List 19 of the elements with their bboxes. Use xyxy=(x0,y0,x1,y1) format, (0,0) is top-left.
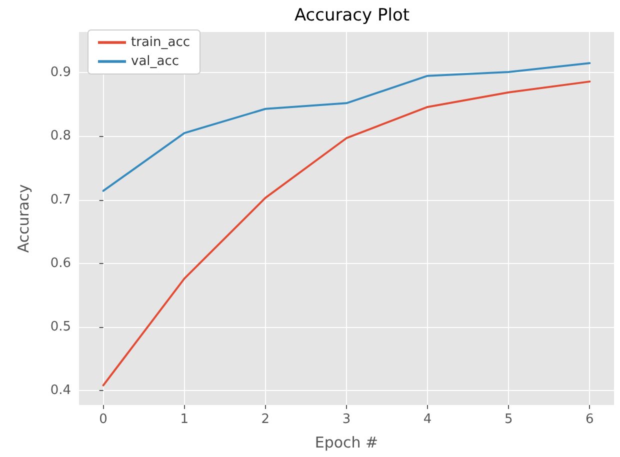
y-tick-label: 0.9 xyxy=(50,65,71,80)
y-tick-label: 0.7 xyxy=(50,192,71,208)
x-tick-label: 3 xyxy=(342,412,351,427)
x-tick-label: 2 xyxy=(261,412,270,427)
legend-label: train_acc xyxy=(131,35,190,50)
x-tick-label: 0 xyxy=(99,412,108,427)
y-tick-label: 0.5 xyxy=(50,319,71,334)
x-tick-label: 5 xyxy=(504,412,513,427)
x-tick-label: 4 xyxy=(423,412,432,427)
line-series xyxy=(102,80,591,386)
x-tick-label: 1 xyxy=(180,412,189,427)
y-axis-title: Accuracy xyxy=(14,184,32,253)
x-tick-label: 6 xyxy=(586,412,594,427)
y-tick-label: 0.6 xyxy=(50,256,71,271)
x-axis-title: Epoch # xyxy=(314,434,378,452)
y-tick-label: 0.4 xyxy=(50,382,71,398)
legend-label: val_acc xyxy=(131,54,180,69)
y-tick-label: 0.8 xyxy=(50,128,71,144)
chart-title: Accuracy Plot xyxy=(294,6,410,26)
